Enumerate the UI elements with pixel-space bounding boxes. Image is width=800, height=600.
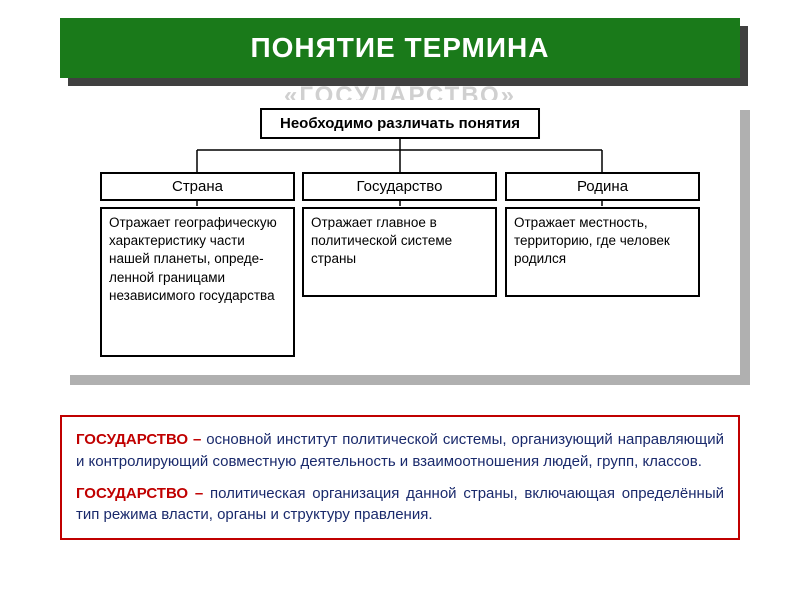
title-text: ПОНЯТИЕ ТЕРМИНА	[60, 18, 740, 78]
child-desc: Отражает местность, территорию, где чело…	[505, 207, 700, 297]
child-node-strana: Страна Отражает географи­ческую характер…	[100, 100, 295, 357]
definition-2: ГОСУДАРСТВО – политическая организация д…	[76, 483, 724, 527]
child-title: Государство	[302, 172, 497, 201]
title-banner: ПОНЯТИЕ ТЕРМИНА	[60, 18, 740, 78]
child-title: Страна	[100, 172, 295, 201]
child-desc: Отражает географи­ческую характери­стику…	[100, 207, 295, 357]
child-title: Родина	[505, 172, 700, 201]
child-node-rodina: Родина Отражает местность, территорию, г…	[505, 100, 700, 297]
child-node-gosudarstvo: Государство Отражает главное в политичес…	[302, 100, 497, 297]
definitions-box: ГОСУДАРСТВО – основной институт политиче…	[60, 415, 740, 540]
child-desc: Отражает главное в политической системе …	[302, 207, 497, 297]
definition-term: ГОСУДАРСТВО –	[76, 485, 210, 502]
concept-diagram: Необходимо различать понятия Страна Отра…	[60, 100, 740, 375]
definition-1: ГОСУДАРСТВО – основной институт политиче…	[76, 429, 724, 473]
definition-term: ГОСУДАРСТВО –	[76, 431, 206, 448]
diagram-panel: Необходимо различать понятия Страна Отра…	[60, 100, 740, 375]
